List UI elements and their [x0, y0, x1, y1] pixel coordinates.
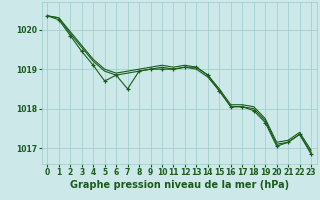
X-axis label: Graphe pression niveau de la mer (hPa): Graphe pression niveau de la mer (hPa)	[70, 180, 289, 190]
